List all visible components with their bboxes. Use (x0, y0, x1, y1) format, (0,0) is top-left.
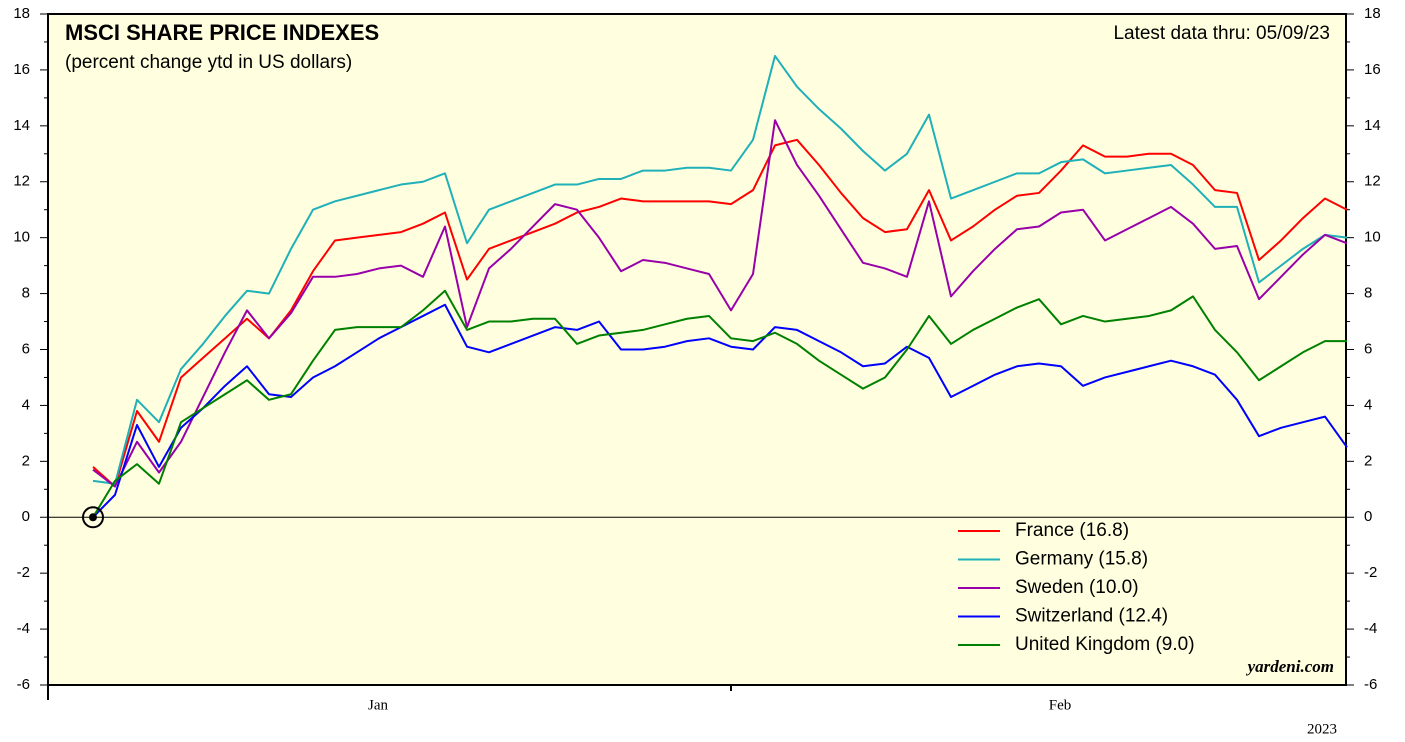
y-tick-label: 8 (22, 285, 30, 302)
y2-tick-label: 12 (1364, 173, 1381, 190)
legend-label: Sweden (10.0) (1015, 577, 1139, 598)
y-tick-label: 6 (22, 340, 30, 357)
series-line (92, 289, 1347, 518)
y2-tick-label: -6 (1364, 676, 1377, 693)
chart-subtitle: (percent change ytd in US dollars) (65, 52, 352, 73)
legend-label: United Kingdom (9.0) (1015, 634, 1195, 655)
series-line (92, 54, 1348, 485)
x-month-label: Feb (1049, 697, 1072, 713)
legend-label: Germany (15.8) (1015, 549, 1148, 570)
series-line (92, 138, 1348, 488)
y2-tick-label: 10 (1364, 229, 1381, 246)
y2-tick-label: 8 (1364, 285, 1372, 302)
y-tick-label: 14 (13, 117, 30, 134)
y2-tick-label: 0 (1364, 508, 1372, 525)
legend-label: Switzerland (12.4) (1015, 606, 1168, 627)
source: yardeni.com (1246, 657, 1334, 676)
y-tick-label: 4 (22, 396, 30, 413)
legend-label: France (16.8) (1015, 520, 1129, 541)
y2-tick-label: -2 (1364, 564, 1377, 581)
y-tick-label: -2 (17, 564, 30, 581)
y2-tick-label: 2 (1364, 452, 1372, 469)
y2-tick-label: 6 (1364, 340, 1372, 357)
y2-tick-label: -4 (1364, 620, 1377, 637)
x-month-label: Jan (368, 697, 388, 713)
plot-area (47, 13, 1347, 686)
series-line (92, 303, 1348, 518)
y-tick-label: 10 (13, 229, 30, 246)
y-tick-label: 18 (13, 5, 30, 22)
y2-tick-label: 16 (1364, 61, 1381, 78)
origin-dot (89, 513, 97, 522)
y-tick-label: -4 (17, 620, 30, 637)
y-tick-label: 0 (22, 508, 30, 525)
chart-title: MSCI SHARE PRICE INDEXES (65, 20, 379, 45)
y2-tick-label: 4 (1364, 396, 1372, 413)
y-tick-label: 16 (13, 61, 30, 78)
y-tick-label: 12 (13, 173, 30, 190)
data-note: Latest data thru: 05/09/23 (1113, 23, 1330, 44)
y-tick-label: -6 (17, 676, 30, 693)
series-line (92, 119, 1348, 488)
x-year-label: 2023 (1307, 721, 1337, 737)
y2-tick-label: 18 (1364, 5, 1381, 22)
y-tick-label: 2 (22, 452, 30, 469)
y2-tick-label: 14 (1364, 117, 1381, 134)
origin-marker (82, 506, 104, 529)
